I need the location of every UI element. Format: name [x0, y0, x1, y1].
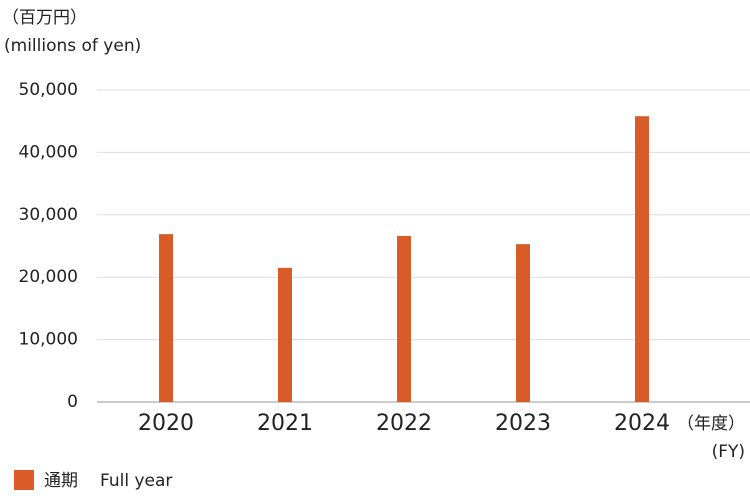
- y-tick-label: 10,000: [19, 330, 78, 350]
- legend-swatch: [14, 470, 34, 490]
- y-tick-label: 50,000: [19, 80, 78, 100]
- bar: [278, 267, 292, 402]
- x-tick-label: 2021: [257, 411, 313, 436]
- x-tick-label: 2023: [495, 411, 551, 436]
- y-tick-label: 20,000: [19, 267, 78, 287]
- x-tick-label: 2020: [138, 411, 194, 436]
- bar: [635, 116, 649, 402]
- x-tick-label: 2024: [614, 411, 670, 436]
- bar: [159, 234, 173, 402]
- x-unit-en: (FY): [712, 442, 745, 462]
- y-unit-en: (millions of yen): [4, 36, 141, 56]
- y-tick-label: 30,000: [19, 205, 78, 225]
- legend-label: Full year: [100, 471, 172, 491]
- x-unit-ja: （年度）: [677, 414, 745, 434]
- y-unit-ja: （百万円）: [2, 8, 87, 28]
- x-tick-label: 2022: [376, 411, 432, 436]
- legend-label: 通期: [44, 471, 78, 491]
- bar: [516, 244, 530, 402]
- bar: [397, 236, 411, 402]
- y-tick-label: 40,000: [19, 142, 78, 162]
- y-tick-label: 0: [67, 392, 78, 412]
